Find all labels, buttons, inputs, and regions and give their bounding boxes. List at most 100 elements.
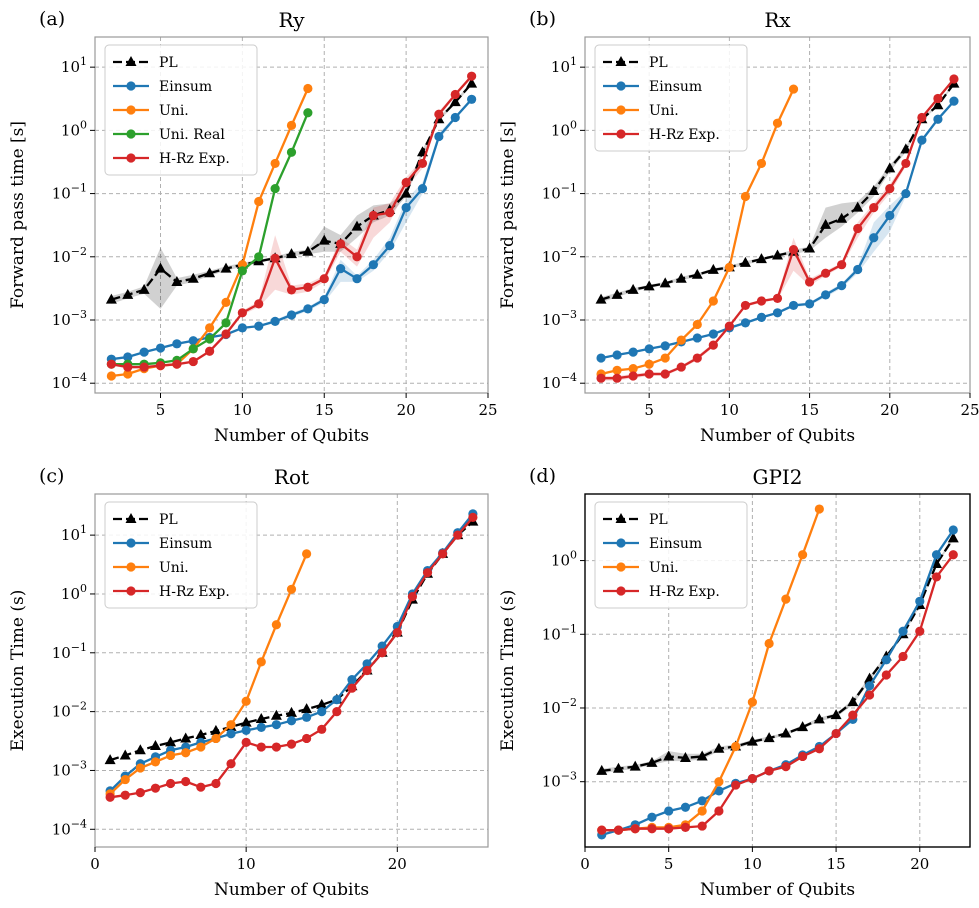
ytick-label: 10−2 bbox=[52, 245, 87, 266]
point-uni bbox=[676, 335, 686, 345]
legend: PL Einsum Uni. H-Rz Exp. bbox=[104, 501, 258, 609]
point-einsum bbox=[714, 786, 724, 796]
point-uni-real bbox=[188, 344, 198, 354]
point-uni bbox=[123, 369, 133, 379]
point-h-rz-exp bbox=[740, 300, 751, 311]
point-h-rz-exp bbox=[362, 665, 372, 676]
point-h-rz-exp bbox=[123, 362, 133, 372]
point-uni bbox=[120, 774, 130, 785]
point-einsum bbox=[853, 264, 863, 275]
point-uni bbox=[226, 720, 236, 730]
point-h-rz-exp bbox=[837, 260, 847, 270]
legend-label: Einsum bbox=[159, 79, 212, 95]
ytick-label: 10−3 bbox=[52, 758, 87, 779]
point-h-rz-exp bbox=[302, 733, 312, 744]
point-einsum bbox=[172, 339, 182, 349]
point-einsum bbox=[319, 295, 329, 305]
xtick-label: 15 bbox=[800, 401, 819, 419]
point-h-rz-exp bbox=[881, 670, 891, 680]
point-einsum bbox=[788, 300, 799, 311]
point-einsum bbox=[467, 94, 477, 104]
panel-ry: 5 10 15 20 25 10−4 10−3 10−2 10−1 100 101 Ry (a) Numb… bbox=[8, 8, 498, 446]
plot-area bbox=[105, 71, 478, 381]
point-h-rz-exp bbox=[453, 530, 463, 540]
point-einsum bbox=[254, 321, 264, 331]
point-h-rz-exp bbox=[188, 356, 198, 367]
legend: PL Einsum Uni. H-Rz Exp. bbox=[594, 501, 748, 609]
point-pl bbox=[195, 729, 207, 740]
legend-label: PL bbox=[649, 512, 668, 528]
point-pl bbox=[707, 263, 719, 274]
point-pl bbox=[663, 750, 675, 761]
legend-label: H-Rz Exp. bbox=[649, 584, 720, 600]
point-h-rz-exp bbox=[417, 158, 428, 169]
legend-marker-h-rz-exp bbox=[616, 129, 626, 139]
legend-label: Uni. bbox=[159, 103, 189, 119]
point-einsum bbox=[881, 655, 891, 665]
point-pl bbox=[646, 756, 658, 767]
point-uni bbox=[181, 748, 191, 758]
plot-area bbox=[596, 504, 959, 840]
ytick-label: 10−3 bbox=[542, 308, 577, 329]
point-h-rz-exp bbox=[885, 183, 895, 194]
point-pl bbox=[746, 735, 758, 746]
point-pl bbox=[595, 293, 607, 304]
legend-marker-h-rz-exp bbox=[126, 153, 136, 163]
point-uni bbox=[241, 696, 251, 706]
point-einsum bbox=[286, 716, 297, 726]
point-h-rz-exp bbox=[352, 252, 362, 262]
point-einsum bbox=[155, 343, 166, 353]
point-einsum bbox=[660, 341, 670, 351]
legend-label: PL bbox=[159, 55, 178, 71]
point-pl bbox=[255, 712, 267, 723]
point-h-rz-exp bbox=[205, 346, 215, 356]
ytick-label: 100 bbox=[61, 582, 87, 603]
point-uni bbox=[740, 191, 751, 202]
point-pl bbox=[772, 249, 783, 260]
point-pl bbox=[105, 293, 117, 304]
point-uni bbox=[165, 750, 176, 761]
point-pl bbox=[820, 218, 832, 229]
point-pl bbox=[627, 283, 639, 294]
point-uni bbox=[286, 584, 297, 594]
point-einsum bbox=[804, 299, 815, 309]
ytick-label: 10−2 bbox=[542, 245, 577, 266]
point-pl bbox=[187, 272, 199, 283]
point-einsum bbox=[347, 675, 357, 685]
point-pl bbox=[104, 754, 116, 765]
point-uni bbox=[302, 549, 312, 559]
legend-label: PL bbox=[159, 512, 178, 528]
point-einsum bbox=[303, 304, 313, 314]
point-h-rz-exp bbox=[286, 285, 297, 295]
point-pl bbox=[884, 162, 896, 173]
legend-label: H-Rz Exp. bbox=[159, 151, 230, 167]
point-einsum bbox=[931, 550, 942, 560]
point-h-rz-exp bbox=[772, 293, 783, 303]
point-h-rz-exp bbox=[864, 690, 875, 700]
point-uni bbox=[781, 594, 791, 604]
point-h-rz-exp bbox=[831, 728, 841, 739]
point-pl bbox=[679, 751, 691, 762]
point-h-rz-exp bbox=[821, 268, 831, 278]
xtick-label: 15 bbox=[315, 401, 334, 419]
point-uni bbox=[256, 657, 266, 667]
point-einsum bbox=[596, 353, 606, 363]
point-pl bbox=[947, 532, 959, 543]
point-einsum bbox=[664, 806, 674, 816]
point-h-rz-exp bbox=[385, 208, 395, 218]
point-pl bbox=[302, 245, 314, 256]
ytick-label: 10−2 bbox=[52, 700, 87, 721]
point-h-rz-exp bbox=[467, 71, 477, 81]
ytick-label: 10−1 bbox=[52, 641, 87, 662]
plot-area bbox=[595, 74, 960, 383]
point-einsum bbox=[697, 796, 707, 806]
series-line-h-rz-exp bbox=[601, 554, 955, 832]
point-einsum bbox=[139, 347, 149, 357]
point-pl bbox=[830, 709, 842, 720]
point-einsum bbox=[612, 350, 622, 360]
point-uni bbox=[196, 742, 206, 752]
point-einsum bbox=[885, 210, 895, 221]
point-einsum bbox=[756, 312, 767, 322]
xtick-label: 20 bbox=[388, 855, 407, 873]
point-einsum bbox=[286, 310, 297, 320]
